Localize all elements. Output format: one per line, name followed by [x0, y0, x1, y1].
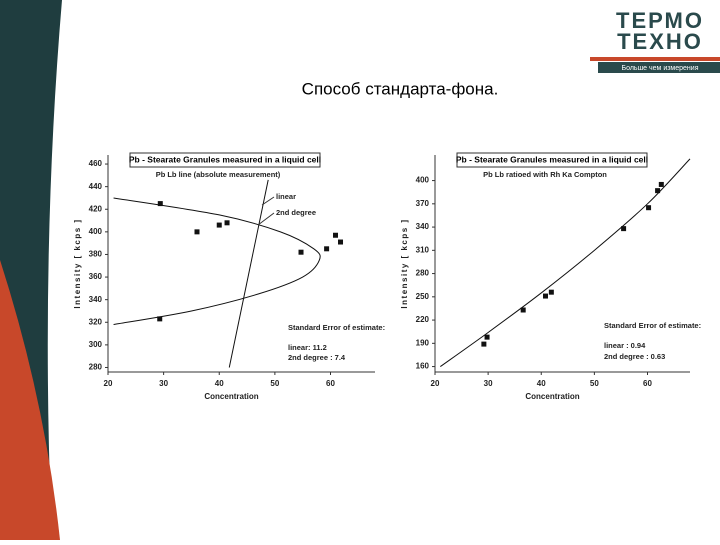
annotation: 2nd degree	[276, 208, 316, 217]
annotation-arrow	[261, 196, 275, 206]
annotation: 2nd degree : 7.4	[288, 353, 346, 362]
y-tick-label: 310	[416, 245, 430, 254]
side-accent	[0, 260, 60, 540]
y-axis-label: Intensity [ kcps ]	[400, 218, 409, 308]
title-box	[456, 152, 648, 168]
logo-tagline: Больше чем измерения	[622, 65, 699, 72]
y-tick-label: 300	[89, 340, 103, 349]
data-point	[324, 246, 330, 252]
annotation: linear: 11.2	[288, 343, 327, 352]
y-tick-label: 160	[416, 362, 430, 371]
x-tick-label: 20	[104, 379, 113, 388]
logo-line: ТЕХНО	[617, 29, 703, 54]
data-point	[481, 341, 487, 347]
header-rule	[590, 57, 720, 61]
chart-title: Pb - Stearate Granules measured in a liq…	[129, 154, 321, 164]
annotation: linear : 0.94	[604, 341, 646, 350]
y-tick-label: 320	[89, 317, 103, 326]
data-point	[338, 239, 344, 245]
y-tick-label: 250	[416, 292, 430, 301]
y-axis-label: Intensity [ kcps ]	[73, 218, 82, 308]
y-tick-label: 440	[89, 182, 103, 191]
y-tick-label: 420	[89, 204, 103, 213]
x-tick-label: 30	[159, 379, 168, 388]
x-tick-label: 60	[643, 379, 652, 388]
x-tick-label: 50	[590, 379, 599, 388]
data-point	[646, 205, 652, 211]
y-tick-label: 460	[89, 159, 103, 168]
data-point	[224, 220, 230, 226]
x-axis-label: Concentration	[204, 392, 258, 401]
y-tick-label: 370	[416, 199, 430, 208]
slide-title: Способ стандарта-фона.	[302, 79, 499, 98]
x-tick-label: 30	[484, 379, 493, 388]
fit-line	[440, 158, 691, 367]
logo-line: ТЕРМО	[616, 8, 704, 33]
data-point	[520, 307, 526, 313]
x-axis-label: Concentration	[525, 392, 579, 401]
chart-subtitle: Pb Lb ratioed with Rh Ka Compton	[483, 170, 607, 179]
tagline-bar	[598, 62, 720, 73]
annotation: linear	[276, 192, 296, 201]
annotation: 2nd degree : 0.63	[604, 352, 665, 361]
chart-title: Pb - Stearate Granules measured in a liq…	[456, 154, 648, 164]
annotation: Standard Error of estimate:	[604, 321, 701, 330]
fit-line	[228, 179, 269, 368]
data-point	[216, 222, 222, 228]
chart-subtitle: Pb Lb line (absolute measurement)	[156, 170, 281, 179]
x-tick-label: 20	[431, 379, 440, 388]
title-box	[129, 152, 321, 168]
y-tick-label: 280	[416, 269, 430, 278]
x-tick-label: 50	[270, 379, 279, 388]
x-tick-label: 40	[215, 379, 224, 388]
x-tick-label: 40	[537, 379, 546, 388]
data-point	[655, 188, 661, 194]
y-tick-label: 190	[416, 338, 430, 347]
y-tick-label: 360	[89, 272, 103, 281]
data-point	[621, 226, 627, 232]
y-tick-label: 380	[89, 250, 103, 259]
annotation: Standard Error of estimate:	[288, 323, 385, 332]
y-tick-label: 340	[416, 222, 430, 231]
data-point	[157, 316, 163, 322]
y-tick-label: 220	[416, 315, 430, 324]
data-point	[543, 293, 548, 299]
data-point	[194, 229, 200, 235]
data-point	[548, 289, 554, 295]
data-point	[157, 201, 163, 207]
data-point	[484, 334, 490, 340]
data-point	[658, 181, 664, 187]
y-tick-label: 400	[416, 176, 430, 185]
fit-line	[113, 197, 321, 326]
data-point	[298, 249, 304, 255]
data-point	[333, 232, 339, 238]
annotation-arrow	[257, 212, 275, 226]
y-tick-label: 400	[89, 227, 103, 236]
x-tick-label: 60	[326, 379, 335, 388]
y-tick-label: 340	[89, 295, 103, 304]
y-tick-label: 280	[89, 363, 103, 372]
